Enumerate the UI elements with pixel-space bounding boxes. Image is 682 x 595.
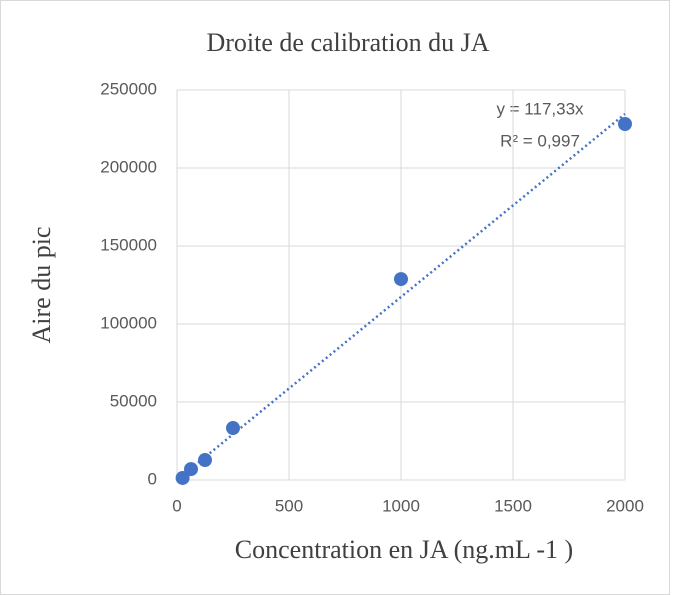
trendline (181, 112, 626, 477)
y-axis-title: Aire du pic (27, 227, 56, 344)
data-point (394, 272, 408, 287)
x-axis-title: Concentration en JA (ng.mL -1 ) (235, 535, 573, 564)
data-point (175, 470, 190, 485)
data-point (184, 462, 198, 477)
data-point (618, 117, 632, 132)
data-point (198, 453, 212, 468)
x-tick-label: 500 (275, 496, 303, 515)
trendline-equation: y = 117,33x (496, 99, 584, 118)
x-tick-label: 0 (172, 496, 181, 515)
y-tick-label: 200000 (100, 157, 157, 176)
y-tick-label: 150000 (100, 235, 157, 254)
x-tick-label: 2000 (606, 496, 644, 515)
x-tick-label: 1000 (382, 496, 420, 515)
y-tick-label: 0 (148, 469, 157, 488)
y-tick-label: 100000 (100, 313, 157, 332)
y-tick-label: 50000 (110, 391, 157, 410)
trendline-r2: R² = 0,997 (500, 131, 580, 150)
y-tick-label: 250000 (100, 79, 157, 98)
chart-title: Droite de calibration du JA (206, 28, 489, 57)
x-tick-label: 1500 (494, 496, 532, 515)
data-point (226, 421, 240, 436)
